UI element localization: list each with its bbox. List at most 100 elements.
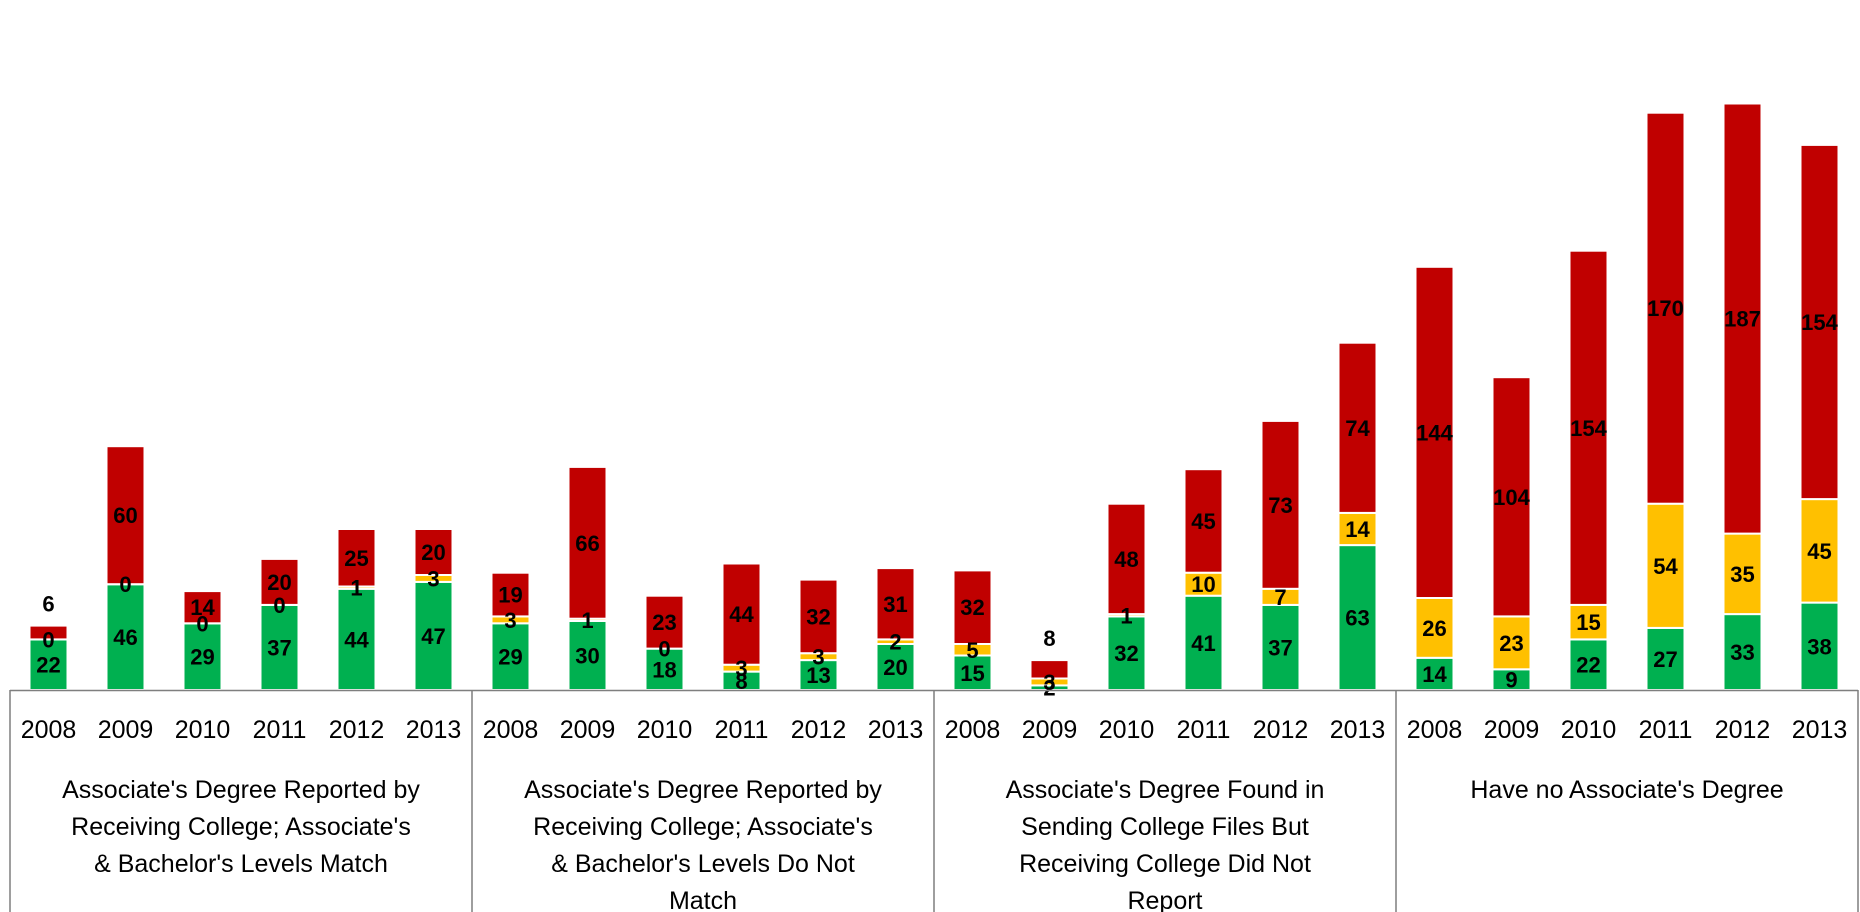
group-label-line: Associate's Degree Reported by: [62, 776, 420, 804]
year-tick-label: 2008: [1407, 716, 1463, 744]
group-label-line: Match: [669, 887, 737, 912]
data-label: 7: [1274, 585, 1286, 610]
data-label: 20: [883, 655, 907, 680]
group-label-line: & Bachelor's Levels Do Not: [551, 850, 855, 878]
group-label-line: Receiving College; Associate's: [71, 813, 411, 841]
data-label: 23: [1499, 631, 1523, 656]
data-label: 154: [1801, 310, 1838, 335]
data-label: 25: [344, 546, 368, 571]
yellow-segment: [1568, 603, 1609, 641]
data-label: 104: [1493, 485, 1530, 510]
year-tick-label: 2009: [1484, 716, 1540, 744]
green-segment: [413, 580, 454, 692]
red-segment: [952, 569, 993, 646]
red-segment: [1106, 502, 1147, 616]
data-label: 2: [1043, 676, 1055, 701]
data-label: 37: [267, 635, 291, 660]
red-segment: [567, 465, 608, 620]
year-tick-label: 2008: [945, 716, 1001, 744]
red-segment: [105, 445, 146, 586]
year-tick-label: 2012: [1715, 716, 1771, 744]
group-label-line: Associate's Degree Found in: [1006, 776, 1325, 804]
data-label: 0: [658, 637, 670, 662]
group-label-line: Sending College Files But: [1021, 813, 1309, 841]
red-segment: [1260, 419, 1301, 590]
data-label: 73: [1268, 493, 1292, 518]
red-segment: [28, 624, 69, 641]
yellow-segment: [1645, 502, 1686, 629]
data-label: 0: [273, 593, 285, 618]
year-tick-label: 2010: [637, 716, 693, 744]
red-segment: [798, 578, 839, 655]
green-segment: [1260, 603, 1301, 692]
group-label-line: Have no Associate's Degree: [1470, 776, 1783, 804]
data-label: 14: [190, 595, 215, 620]
year-tick-label: 2012: [329, 716, 385, 744]
data-label: 47: [421, 624, 445, 649]
data-label: 29: [190, 645, 214, 670]
year-tick-label: 2009: [560, 716, 616, 744]
data-label: 31: [883, 592, 907, 617]
year-tick-label: 2009: [98, 716, 154, 744]
data-label: 170: [1647, 296, 1684, 321]
data-label: 19: [498, 583, 522, 608]
year-tick-label: 2011: [715, 716, 769, 744]
green-segment: [336, 587, 377, 691]
data-label: 32: [806, 604, 830, 629]
data-label: 20: [421, 540, 445, 565]
data-label: 1: [1120, 603, 1132, 628]
group-label-line: Associate's Degree Reported by: [524, 776, 882, 804]
data-label: 22: [1576, 653, 1600, 678]
data-label: 8: [735, 669, 747, 694]
data-label: 26: [1422, 616, 1446, 641]
year-tick-label: 2011: [253, 716, 307, 744]
data-label: 154: [1570, 416, 1607, 441]
green-segment: [1414, 656, 1455, 691]
green-segment: [1645, 626, 1686, 692]
data-label: 46: [113, 625, 137, 650]
data-label: 54: [1653, 554, 1678, 579]
year-tick-label: 2010: [1099, 716, 1155, 744]
red-segment: [1645, 111, 1686, 505]
yellow-segment: [1414, 597, 1455, 659]
year-tick-label: 2013: [406, 716, 462, 744]
red-segment: [1799, 143, 1840, 501]
bars-layer: [28, 102, 1840, 692]
data-label: 29: [498, 645, 522, 670]
data-label: 33: [1730, 640, 1754, 665]
red-segment: [644, 594, 685, 650]
data-label: 8: [1043, 626, 1055, 651]
data-labels-layer: 2206460602901437020441254732029319301661…: [36, 296, 1838, 701]
year-tick-label: 2012: [791, 716, 847, 744]
data-label: 35: [1730, 562, 1754, 587]
data-label: 60: [113, 503, 137, 528]
data-label: 30: [575, 644, 599, 669]
data-label: 14: [1345, 517, 1370, 542]
data-label: 5: [966, 638, 978, 663]
data-label: 3: [504, 608, 516, 633]
red-segment: [259, 557, 300, 606]
category-axis: 2008 2009 2010 2011 2012 2013 Associate's Degr…: [9, 689, 1859, 912]
data-label: 48: [1114, 547, 1138, 572]
data-label: 9: [1505, 668, 1517, 693]
green-segment: [1722, 613, 1763, 691]
data-label: 13: [806, 663, 830, 688]
data-label: 0: [42, 627, 54, 652]
data-label: 37: [1268, 635, 1292, 660]
red-segment: [490, 571, 531, 618]
data-label: 0: [119, 572, 131, 597]
green-segment: [952, 654, 993, 691]
data-label: 44: [344, 627, 369, 652]
data-label: 20: [267, 570, 291, 595]
data-label: 3: [735, 656, 747, 681]
data-label: 45: [1191, 509, 1215, 534]
data-label: 74: [1345, 416, 1370, 441]
group-label-line: Receiving College Did Not: [1019, 850, 1311, 878]
data-label: 1: [581, 608, 593, 633]
red-segment: [336, 528, 377, 588]
red-segment: [721, 562, 762, 666]
red-segment: [1337, 341, 1378, 514]
year-tick-label: 2008: [483, 716, 539, 744]
red-segment: [875, 567, 916, 641]
